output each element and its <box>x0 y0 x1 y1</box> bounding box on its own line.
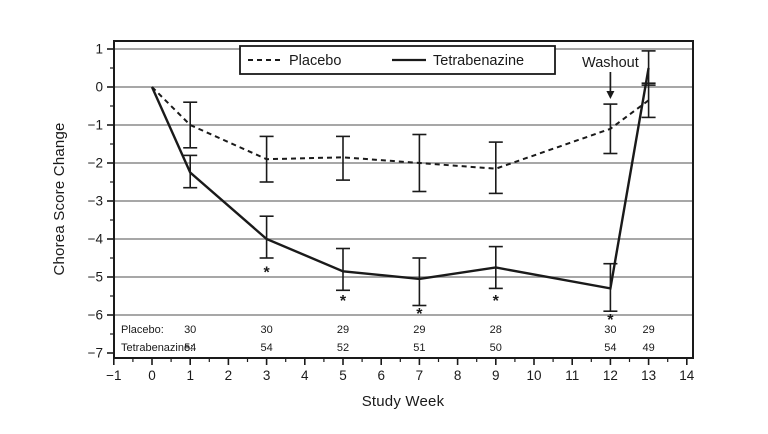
legend-label-placebo: Placebo <box>289 53 341 69</box>
y-tick-label: −1 <box>88 118 103 133</box>
x-tick-label: 4 <box>301 368 309 383</box>
x-tick-label: −1 <box>106 368 121 383</box>
sample-size-value: 52 <box>337 342 349 354</box>
sample-size-value: 30 <box>184 324 196 336</box>
x-tick-label: 11 <box>565 368 579 383</box>
x-tick-label: 6 <box>377 368 385 383</box>
plot-frame <box>113 40 694 359</box>
x-tick-label: 2 <box>225 368 233 383</box>
significance-asterisk: * <box>416 306 423 323</box>
x-tick-label: 10 <box>526 368 541 383</box>
sample-size-value: 29 <box>642 324 654 336</box>
legend-label-tetrabenazine: Tetrabenazine <box>433 53 524 69</box>
sample-size-value: 54 <box>184 342 196 354</box>
axes-layer: 10−1−2−3−4−5−6−7−1 0 1 2 3 4 5 6 7 8 9 10 11 12 13 14 <box>88 40 695 383</box>
y-tick-label: −2 <box>88 156 103 171</box>
sample-row-label-tetrabenazine: Tetrabenazine: <box>121 342 193 354</box>
sample-size-value: 54 <box>604 342 616 354</box>
y-tick-label: −7 <box>88 346 103 361</box>
x-tick-label: 13 <box>641 368 656 383</box>
x-tick-label: 0 <box>148 368 156 383</box>
x-tick-label: 8 <box>454 368 462 383</box>
series-layer <box>150 50 656 313</box>
sample-row-label-placebo: Placebo: <box>121 324 164 336</box>
sample-size-value: 51 <box>413 342 425 354</box>
y-tick-label: −6 <box>88 308 103 323</box>
sample-size-value: 54 <box>260 342 272 354</box>
significance-asterisk: * <box>340 293 347 310</box>
significance-asterisk: * <box>493 293 500 310</box>
series-line-tetrabenazine <box>150 67 650 290</box>
legend: Placebo Tetrabenazine <box>239 45 556 75</box>
x-tick-label: 14 <box>679 368 695 383</box>
sample-size-value: 28 <box>490 324 502 336</box>
x-tick-label: 3 <box>263 368 271 383</box>
y-tick-label: −5 <box>88 270 103 285</box>
x-tick-label: 1 <box>186 368 194 383</box>
y-tick-label: −4 <box>88 232 104 247</box>
sample-size-value: 29 <box>413 324 425 336</box>
series-line-placebo <box>151 86 650 170</box>
washout-arrow-head-icon <box>606 91 615 99</box>
significance-asterisk: * <box>607 312 614 329</box>
sample-size-value: 49 <box>642 342 654 354</box>
x-tick-label: 5 <box>339 368 347 383</box>
x-tick-label: 9 <box>492 368 500 383</box>
sample-size-value: 50 <box>490 342 502 354</box>
sample-size-value: 29 <box>337 324 349 336</box>
washout-label: Washout <box>582 55 639 71</box>
y-tick-label: −3 <box>88 194 103 209</box>
significance-asterisk: * <box>263 264 270 281</box>
sample-size-value: 30 <box>604 324 616 336</box>
y-tick-label: 0 <box>95 80 103 95</box>
x-tick-label: 12 <box>603 368 618 383</box>
y-tick-label: 1 <box>95 42 103 57</box>
x-axis-title: Study Week <box>362 393 445 410</box>
x-tick-label: 7 <box>416 368 424 383</box>
gridlines-layer <box>114 48 693 316</box>
sample-size-value: 30 <box>260 324 272 336</box>
y-axis-title: Chorea Score Change <box>51 122 68 275</box>
